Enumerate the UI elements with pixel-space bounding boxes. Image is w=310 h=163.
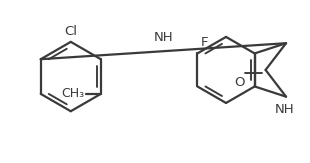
Text: F: F — [201, 37, 208, 49]
Text: Cl: Cl — [64, 25, 77, 38]
Text: NH: NH — [275, 103, 294, 116]
Text: NH: NH — [153, 31, 173, 44]
Text: CH₃: CH₃ — [61, 87, 84, 100]
Text: O: O — [234, 76, 244, 89]
